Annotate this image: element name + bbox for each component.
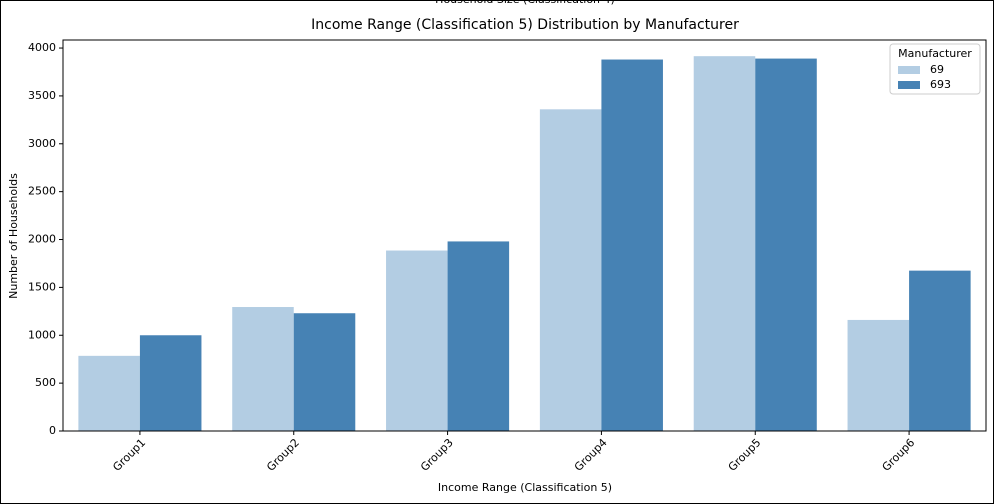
y-tick-label: 4000 (28, 41, 56, 54)
y-tick-label: 3000 (28, 137, 56, 150)
y-tick-label: 500 (35, 376, 56, 389)
y-tick-label: 1500 (28, 280, 56, 293)
legend-swatch (898, 66, 920, 74)
x-axis-label: Income Range (Classification 5) (438, 481, 612, 494)
y-tick-label: 1000 (28, 328, 56, 341)
clipped-header: Household Size (Classification 4) (435, 0, 615, 6)
y-tick-label: 2500 (28, 185, 56, 198)
legend-title: Manufacturer (898, 47, 972, 60)
bar (232, 307, 294, 431)
bar (755, 58, 817, 431)
bar (909, 270, 971, 431)
y-tick-label: 0 (49, 424, 56, 437)
bar (847, 319, 910, 431)
y-axis-label: Number of Households (7, 173, 20, 299)
bar (539, 109, 602, 432)
bar (139, 335, 202, 431)
legend-label: 69 (930, 63, 944, 76)
plot-frame (62, 39, 987, 432)
chart-title: Income Range (Classification 5) Distribu… (311, 17, 739, 33)
y-tick-label: 3500 (28, 89, 56, 102)
bar (601, 59, 663, 431)
y-tick-label: 2000 (28, 233, 56, 246)
bar (447, 241, 510, 431)
legend-label: 693 (930, 78, 951, 91)
bar (293, 313, 356, 431)
legend-swatch (898, 81, 920, 89)
bar (386, 250, 448, 431)
bar (78, 355, 140, 431)
bar (693, 56, 756, 432)
